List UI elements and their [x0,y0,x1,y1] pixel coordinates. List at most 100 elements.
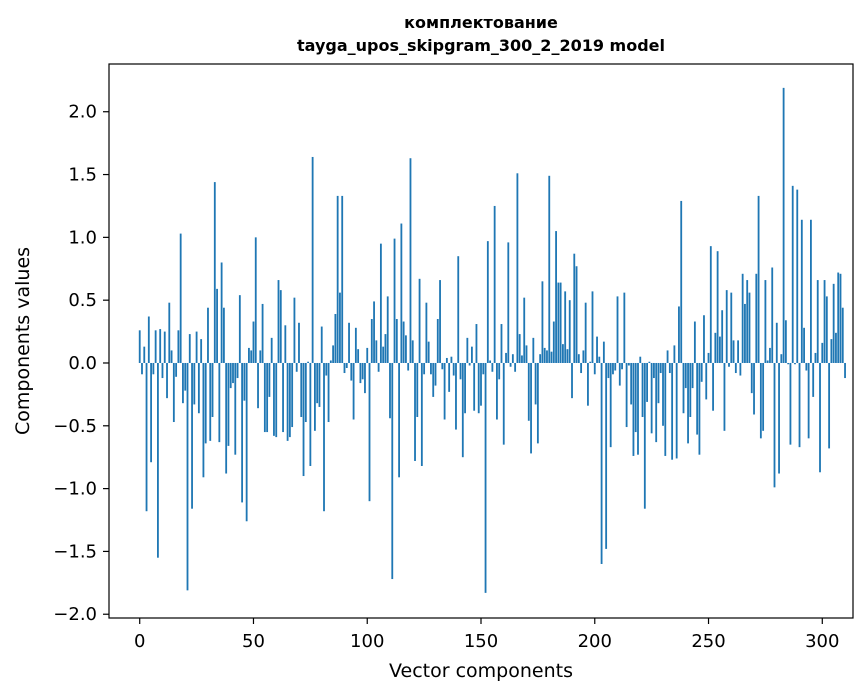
bar-271 [755,273,758,363]
bar-148 [475,324,478,363]
bar-227 [655,362,658,443]
bar-293 [805,362,808,371]
bar-69 [295,362,298,372]
bar-110 [389,362,391,419]
bar-190 [571,362,573,399]
bar-35 [218,362,221,443]
bar-28 [202,362,205,478]
bar-154 [489,360,492,363]
y-tick-label-8: 2.0 [68,102,97,123]
bar-276 [766,360,769,363]
bar-152 [484,362,487,593]
chart-subtitle: tayga_upos_skipgram_300_2_2019 model [297,36,665,55]
bar-262 [734,362,737,374]
bar-55 [263,362,266,433]
bar-196 [584,302,587,363]
bar-43 [236,362,239,379]
bar-124 [420,362,423,466]
bar-245 [696,362,699,435]
bar-107 [382,346,385,363]
bar-95 [354,327,357,363]
bar-273 [759,362,762,439]
y-tick-label-0: −2.0 [53,604,97,625]
bar-254 [716,251,719,363]
bar-267 [746,280,749,363]
bar-153 [486,241,489,363]
bar-230 [662,362,664,426]
bar-131 [436,319,439,363]
bar-257 [723,362,726,431]
bar-19 [182,362,184,404]
bar-156 [493,205,496,363]
bar-71 [300,362,303,417]
bar-192 [575,266,578,363]
y-tick-label-6: 1.0 [68,227,97,248]
bar-135 [445,357,448,363]
bar-243 [691,362,694,389]
bar-3 [145,362,148,512]
bar-101 [368,362,371,502]
bar-151 [482,362,485,375]
bar-238 [680,200,683,363]
bar-304 [830,339,833,363]
bar-164 [511,354,514,363]
bar-307 [837,272,840,363]
bar-259 [728,362,730,367]
bar-104 [375,340,378,363]
bar-13 [168,302,171,363]
bar-268 [748,292,751,363]
bar-175 [536,362,539,444]
bar-126 [425,302,428,363]
bar-309 [841,307,844,363]
bar-173 [532,337,535,363]
bar-291 [800,219,803,363]
bar-296 [812,362,815,397]
bar-8 [157,362,159,558]
bar-240 [684,362,687,389]
bar-204 [602,341,605,363]
bar-98 [361,362,364,380]
bar-60 [275,362,278,438]
bar-138 [452,362,455,376]
bar-236 [675,362,678,459]
bar-112 [393,238,396,363]
bar-260 [730,292,733,363]
bar-88 [339,292,341,363]
bar-16 [175,362,178,377]
bar-144 [466,337,469,363]
bar-308 [839,273,842,363]
bar-63 [282,362,284,433]
bar-74 [307,361,309,363]
bar-78 [316,362,319,404]
bar-83 [327,362,330,423]
bar-200 [593,362,596,375]
bar-229 [659,362,662,374]
bar-51 [254,237,257,363]
bar-6 [152,362,155,375]
bar-201 [596,336,598,363]
y-axis-label: Components values [12,247,34,435]
bar-252 [712,362,714,411]
bar-182 [552,321,555,363]
bar-242 [689,362,692,417]
x-axis: 0 50 100 150 200 250 300 [134,618,839,652]
bar-280 [775,322,778,363]
bar-160 [502,362,505,445]
bar-76 [311,156,314,363]
bar-300 [821,342,824,363]
bar-23 [191,362,193,509]
bar-170 [525,345,528,363]
bar-68 [293,297,296,363]
bar-115 [400,223,403,363]
bar-139 [455,362,457,430]
bar-81 [323,362,325,512]
x-tick-label-3: 150 [464,631,498,652]
bar-286 [789,362,792,445]
bar-47 [245,362,248,522]
bar-21 [186,362,189,591]
bar-209 [614,362,617,371]
bar-7 [154,330,157,363]
bar-202 [598,356,601,363]
bar-29 [204,362,207,444]
